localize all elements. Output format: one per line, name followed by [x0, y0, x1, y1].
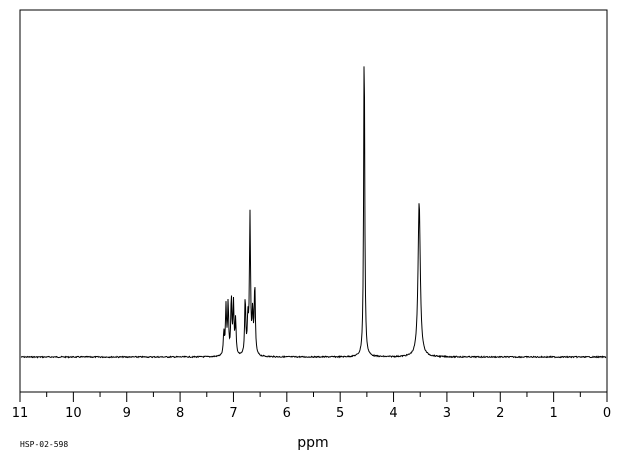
x-tick-label: 9	[123, 406, 131, 421]
x-tick-label: 5	[336, 406, 344, 421]
x-tick-label: 7	[229, 406, 237, 421]
spectrum-trace	[20, 66, 607, 359]
x-tick-label: 1	[549, 406, 557, 421]
x-tick-label: 8	[176, 406, 184, 421]
x-tick-label: 0	[603, 406, 611, 421]
x-tick-label: 10	[65, 406, 82, 421]
x-tick-label: 6	[283, 406, 291, 421]
x-axis-title: ppm	[297, 435, 328, 451]
sample-id-label: HSP-02-598	[20, 440, 68, 449]
x-tick-label: 4	[389, 406, 397, 421]
x-tick-label: 11	[12, 406, 29, 421]
x-axis-ticks: 11 10 9 8 7 6 5 4 3 2 1 0	[12, 392, 611, 421]
plot-frame	[19, 9, 608, 393]
x-tick-label: 2	[496, 406, 504, 421]
x-tick-label: 3	[443, 406, 451, 421]
